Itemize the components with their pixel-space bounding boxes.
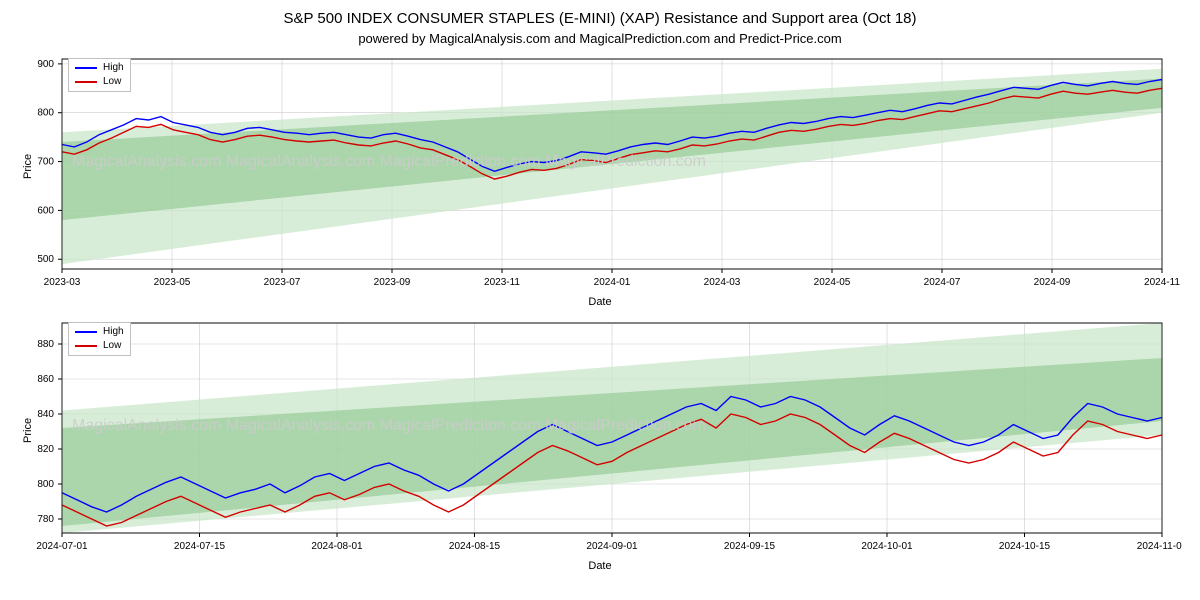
legend-top: High Low [68,58,131,92]
legend-label-low-2: Low [103,339,121,353]
svg-text:2024-05: 2024-05 [814,277,851,288]
legend-bottom: High Low [68,322,131,356]
chart-title: S&P 500 INDEX CONSUMER STAPLES (E-MINI) … [12,10,1188,27]
svg-text:2024-10-01: 2024-10-01 [861,541,913,552]
chart-bottom-wrap: High Low Price MagicalAnalysis.com Magic… [12,318,1188,572]
svg-text:2024-09: 2024-09 [1034,277,1071,288]
svg-text:2023-11: 2023-11 [484,277,520,288]
svg-text:800: 800 [37,479,54,490]
svg-text:2024-08-15: 2024-08-15 [449,541,501,552]
svg-text:2024-07-15: 2024-07-15 [174,541,226,552]
chart-subtitle: powered by MagicalAnalysis.com and Magic… [12,31,1188,46]
legend-swatch-high [75,67,97,69]
legend-swatch-low-2 [75,345,97,347]
svg-text:880: 880 [37,339,54,350]
svg-text:2023-09: 2023-09 [374,277,411,288]
svg-text:860: 860 [37,374,54,385]
chart-bottom-svg: 780 800 820 840 860 880 2024-07-01 2024-07-15 20… [12,318,1182,558]
svg-text:780: 780 [37,514,54,525]
legend-label-low: Low [103,75,121,89]
ylabel-bottom: Price [22,418,34,443]
svg-text:820: 820 [37,444,54,455]
svg-text:2024-08-01: 2024-08-01 [311,541,363,552]
xlabel-bottom: Date [12,560,1188,572]
svg-text:600: 600 [37,205,54,216]
legend-label-high: High [103,61,124,75]
legend-swatch-low [75,81,97,83]
svg-text:2024-11-01: 2024-11-01 [1137,541,1182,552]
chart-top-wrap: High Low Price MagicalAnalysis.com Magic… [12,54,1188,308]
svg-text:800: 800 [37,108,54,119]
svg-text:2024-11: 2024-11 [1144,277,1180,288]
legend-label-high-2: High [103,325,124,339]
svg-text:2023-05: 2023-05 [154,277,191,288]
legend-row-low: Low [75,75,124,89]
svg-text:840: 840 [37,409,54,420]
ylabel-top: Price [22,154,34,179]
svg-text:2024-10-15: 2024-10-15 [999,541,1051,552]
svg-text:500: 500 [37,254,54,265]
svg-text:2024-03: 2024-03 [704,277,741,288]
chart-top-svg: 500 600 700 800 900 2023-03 2023-05 2023-07 2023… [12,54,1182,294]
svg-text:900: 900 [37,59,54,70]
xlabel-top: Date [12,296,1188,308]
svg-text:2023-03: 2023-03 [44,277,81,288]
legend-row-high: High [75,61,124,75]
svg-text:2024-09-15: 2024-09-15 [724,541,776,552]
svg-text:2024-01: 2024-01 [594,277,631,288]
svg-text:2023-07: 2023-07 [264,277,301,288]
legend-row-high-2: High [75,325,124,339]
legend-row-low-2: Low [75,339,124,353]
svg-text:700: 700 [37,157,54,168]
svg-text:2024-07-01: 2024-07-01 [36,541,88,552]
legend-swatch-high-2 [75,331,97,333]
svg-text:2024-07: 2024-07 [924,277,961,288]
svg-text:2024-09-01: 2024-09-01 [586,541,638,552]
